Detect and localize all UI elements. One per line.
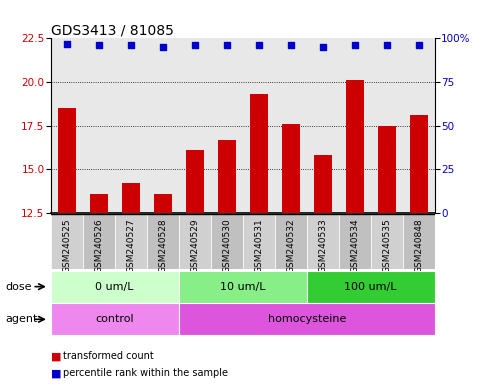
Bar	[314, 156, 331, 213]
Bar	[58, 108, 75, 213]
Text: GSM240527: GSM240527	[126, 218, 135, 273]
Bar	[218, 140, 236, 213]
Bar	[282, 124, 299, 213]
FancyBboxPatch shape	[179, 214, 211, 269]
Text: ■: ■	[51, 368, 61, 378]
Text: agent: agent	[6, 314, 38, 324]
Bar	[186, 150, 203, 213]
FancyBboxPatch shape	[211, 214, 243, 269]
FancyBboxPatch shape	[115, 214, 147, 269]
FancyBboxPatch shape	[147, 214, 179, 269]
Bar	[154, 194, 171, 213]
Point	[287, 42, 295, 48]
Text: GSM240848: GSM240848	[414, 218, 423, 273]
FancyBboxPatch shape	[339, 214, 371, 269]
Point	[95, 42, 102, 48]
Text: GSM240534: GSM240534	[350, 218, 359, 273]
Text: 10 um/L: 10 um/L	[220, 281, 266, 292]
Bar	[346, 80, 364, 213]
Bar	[250, 94, 268, 213]
Point	[223, 42, 230, 48]
Bar	[378, 126, 396, 213]
Point	[127, 42, 135, 48]
FancyBboxPatch shape	[403, 214, 435, 269]
Point	[415, 42, 423, 48]
FancyBboxPatch shape	[243, 214, 275, 269]
Text: control: control	[96, 314, 134, 324]
Text: GSM240529: GSM240529	[190, 218, 199, 273]
FancyBboxPatch shape	[371, 214, 403, 269]
FancyBboxPatch shape	[51, 214, 83, 269]
Text: GSM240525: GSM240525	[62, 218, 71, 273]
Text: GSM240528: GSM240528	[158, 218, 167, 273]
Text: GSM240535: GSM240535	[382, 218, 391, 273]
Bar	[122, 184, 140, 213]
Text: ■: ■	[51, 351, 61, 361]
Text: percentile rank within the sample: percentile rank within the sample	[63, 368, 228, 378]
Point	[383, 42, 391, 48]
Text: GSM240531: GSM240531	[254, 218, 263, 273]
FancyBboxPatch shape	[179, 303, 435, 335]
FancyBboxPatch shape	[51, 271, 179, 303]
Text: GSM240533: GSM240533	[318, 218, 327, 273]
Bar	[410, 115, 427, 213]
FancyBboxPatch shape	[307, 214, 339, 269]
Bar	[90, 194, 108, 213]
FancyBboxPatch shape	[51, 303, 179, 335]
Text: homocysteine: homocysteine	[268, 314, 346, 324]
Text: GSM240530: GSM240530	[222, 218, 231, 273]
FancyBboxPatch shape	[179, 271, 307, 303]
Point	[319, 44, 327, 50]
Point	[351, 42, 358, 48]
Point	[159, 44, 167, 50]
Text: GSM240526: GSM240526	[94, 218, 103, 273]
FancyBboxPatch shape	[275, 214, 307, 269]
Text: GDS3413 / 81085: GDS3413 / 81085	[51, 23, 173, 37]
Text: dose: dose	[6, 281, 32, 292]
Text: 0 um/L: 0 um/L	[96, 281, 134, 292]
FancyBboxPatch shape	[307, 271, 435, 303]
Point	[191, 42, 199, 48]
Point	[255, 42, 263, 48]
Point	[63, 41, 71, 47]
Text: GSM240532: GSM240532	[286, 218, 295, 273]
Text: transformed count: transformed count	[63, 351, 154, 361]
Text: 100 um/L: 100 um/L	[344, 281, 397, 292]
FancyBboxPatch shape	[83, 214, 115, 269]
